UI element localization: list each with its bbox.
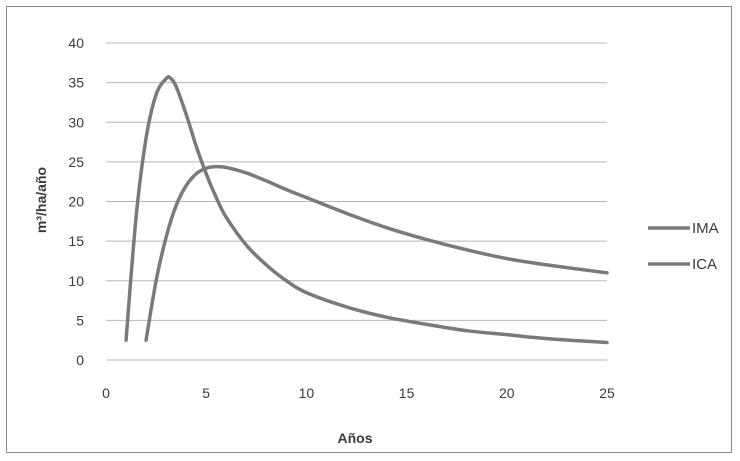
x-tick-label: 5 [202,385,210,401]
y-tick-label: 10 [68,273,84,289]
legend-label-ima: IMA [692,220,719,237]
x-tick-label: 25 [599,385,615,401]
y-tick-label: 5 [76,312,84,328]
x-axis-ticks: 0 5 10 15 20 25 [102,385,615,401]
x-tick-label: 20 [499,385,515,401]
y-axis-ticks: 0 5 10 15 20 25 30 35 40 [68,35,84,368]
y-tick-label: 15 [68,233,84,249]
y-tick-label: 20 [68,194,84,210]
y-tick-label: 35 [68,75,84,91]
x-tick-label: 0 [102,385,110,401]
y-tick-label: 0 [76,352,84,368]
x-tick-label: 15 [399,385,415,401]
y-tick-label: 30 [68,114,84,130]
x-axis-label: Años [338,430,373,446]
series-line-ica [124,75,609,345]
x-tick-label: 10 [299,385,315,401]
series-lines [124,75,609,345]
y-axis-label: m³/ha/año [33,167,49,233]
y-tick-label: 40 [68,35,84,51]
gridlines [106,42,607,361]
legend: IMA ICA [648,220,719,273]
y-tick-label: 25 [68,154,84,170]
legend-label-ica: ICA [692,256,717,273]
series-line-ima [144,164,609,342]
chart-frame [6,6,732,453]
